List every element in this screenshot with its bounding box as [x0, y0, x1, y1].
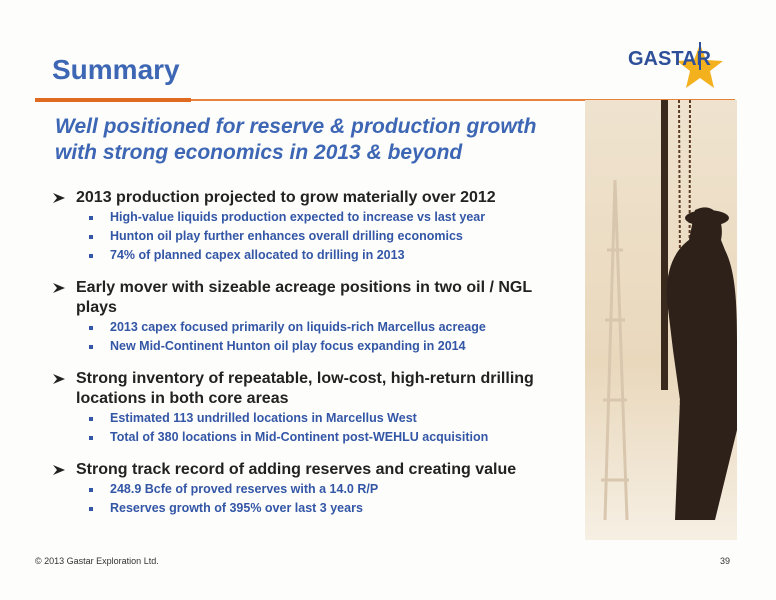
- arrow-bullet: [53, 465, 65, 475]
- heading-text: Early mover with sizeable acreage positi…: [76, 279, 532, 316]
- section-heading: Strong inventory of repeatable, low-cost…: [52, 369, 577, 409]
- logo-star: [677, 42, 723, 88]
- section-heading: Strong track record of adding reserves a…: [52, 460, 577, 480]
- sub-list: 2013 capex focused primarily on liquids-…: [52, 318, 577, 356]
- logo: GASTAR: [628, 48, 711, 70]
- subtitle-line: with strong economics in 2013 & beyond: [55, 141, 463, 164]
- sub-item: Hunton oil play further enhances overall…: [52, 227, 577, 246]
- sub-list: High-value liquids production expected t…: [52, 208, 577, 265]
- page-number: 39: [720, 556, 731, 566]
- heading-text: Strong track record of adding reserves a…: [76, 461, 517, 478]
- section: 2013 production projected to grow materi…: [52, 188, 577, 265]
- sub-item: 248.9 Bcfe of proved reserves with a 14.…: [52, 480, 577, 499]
- heading-text: 2013 production projected to grow materi…: [76, 189, 496, 206]
- sub-list: 248.9 Bcfe of proved reserves with a 14.…: [52, 480, 577, 518]
- title-rule: [35, 99, 735, 101]
- sub-item: Total of 380 locations in Mid-Continent …: [52, 428, 577, 447]
- section: Early mover with sizeable acreage positi…: [52, 278, 577, 356]
- section-heading: 2013 production projected to grow materi…: [52, 188, 577, 208]
- arrow-bullet: [53, 283, 65, 293]
- arrow-bullet: [53, 374, 65, 384]
- bullet-list: 2013 production projected to grow materi…: [52, 188, 577, 531]
- section: Strong track record of adding reserves a…: [52, 460, 577, 518]
- section: Strong inventory of repeatable, low-cost…: [52, 369, 577, 447]
- title-accent: [35, 98, 191, 102]
- subtitle-line: Well positioned for reserve & production…: [55, 115, 537, 138]
- sub-item: High-value liquids production expected t…: [52, 208, 577, 227]
- section-heading: Early mover with sizeable acreage positi…: [52, 278, 577, 318]
- photo: [585, 100, 737, 540]
- sub-item: 74% of planned capex allocated to drilli…: [52, 246, 577, 265]
- subtitle: Well positioned for reserve & production…: [55, 114, 536, 166]
- copyright: © 2013 Gastar Exploration Ltd.: [35, 556, 159, 566]
- sub-item: Reserves growth of 395% over last 3 year…: [52, 499, 577, 518]
- sub-item: 2013 capex focused primarily on liquids-…: [52, 318, 577, 337]
- sub-item: Estimated 113 undrilled locations in Mar…: [52, 409, 577, 428]
- sub-item: New Mid-Continent Hunton oil play focus …: [52, 337, 577, 356]
- sub-list: Estimated 113 undrilled locations in Mar…: [52, 409, 577, 447]
- slide-title: Summary: [52, 54, 180, 85]
- heading-text: Strong inventory of repeatable, low-cost…: [76, 370, 534, 407]
- arrow-bullet: [53, 193, 65, 203]
